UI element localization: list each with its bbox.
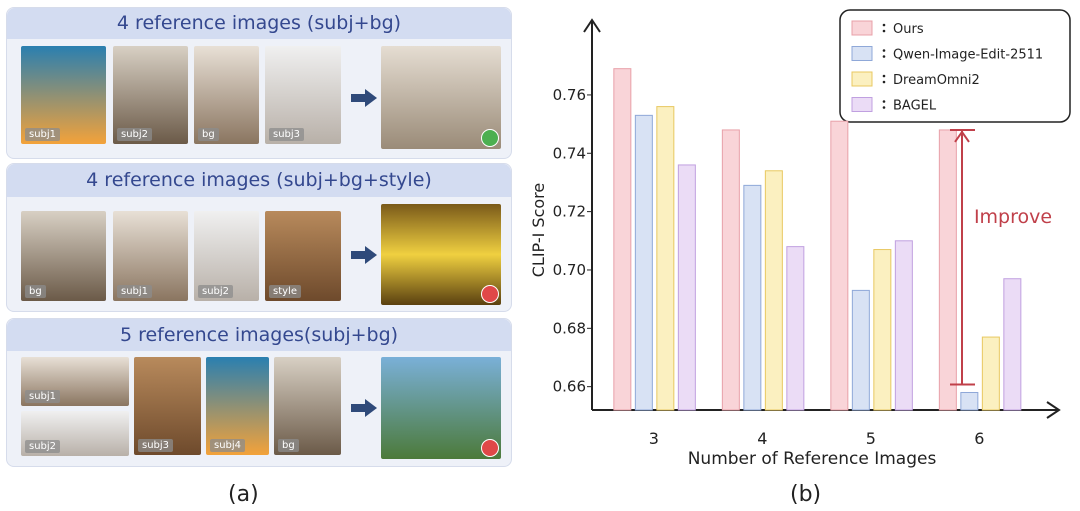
image-label: bg [278, 439, 299, 452]
y-tick-label: 0.76 [553, 86, 586, 104]
x-tick-label: 6 [974, 429, 984, 448]
x-tick-label: 5 [866, 429, 876, 448]
reference-image: subj4 [206, 357, 269, 455]
y-tick-label: 0.70 [553, 261, 586, 279]
legend-label: Ours [893, 22, 924, 37]
y-tick-label: 0.68 [553, 319, 586, 337]
legend-dot [882, 100, 886, 103]
status-icon [481, 439, 499, 457]
reference-image: subj2 [113, 46, 188, 144]
x-tick-label: 3 [649, 429, 659, 448]
status-icon [481, 285, 499, 303]
arrow [351, 404, 367, 412]
annotation: Improve [974, 206, 1052, 228]
y-tick-label: 0.74 [553, 144, 586, 162]
reference-image: style [265, 211, 341, 301]
legend-dot [882, 55, 886, 58]
legend-dot [882, 106, 886, 109]
status-icon [481, 129, 499, 147]
result-image [381, 46, 501, 149]
bar [613, 68, 632, 411]
legend-swatch [851, 97, 873, 112]
bar [894, 240, 913, 411]
legend-swatch [851, 71, 873, 87]
bar [830, 120, 849, 411]
axes [583, 18, 1061, 419]
bar [960, 391, 979, 411]
panel-label: (a) [228, 482, 259, 507]
reference-image: subj1 [113, 211, 188, 301]
image-label: bg [25, 285, 46, 298]
example-box: 4 reference images (subj+bg) subj1 subj2 bg… [6, 7, 512, 159]
bar [1003, 278, 1022, 411]
image-label: subj1 [25, 128, 61, 141]
example-title: 4 reference images (subj+bg) [7, 8, 511, 39]
reference-image: subj1 [21, 357, 129, 406]
image-label: subj4 [210, 439, 246, 452]
arrow [351, 93, 367, 102]
legend-dot [882, 49, 886, 52]
image-label: subj3 [269, 128, 305, 141]
legend-label: Qwen-Image-Edit-2511 [893, 48, 1043, 63]
bar [981, 336, 1000, 411]
bar [764, 170, 783, 411]
bar [786, 246, 805, 411]
bar [634, 114, 653, 411]
legend-dot [882, 29, 886, 33]
reference-image: subj2 [21, 411, 129, 456]
legend-dot [882, 74, 886, 78]
example-title: 5 reference images(subj+bg) [7, 319, 511, 351]
bar [938, 129, 957, 411]
example-box: 5 reference images(subj+bg) subj1 subj2 sub… [6, 318, 512, 467]
legend-swatch [851, 20, 873, 36]
y-tick-label: 0.66 [553, 378, 586, 396]
legend-box [839, 9, 1071, 123]
x-axis-label: Number of Reference Images [688, 449, 937, 469]
bar [873, 249, 892, 411]
reference-image: subj3 [134, 357, 201, 455]
image-label: bg [198, 128, 219, 141]
panel-label: (b) [790, 482, 822, 507]
example-title: 4 reference images (subj+bg+style) [7, 164, 511, 197]
image-label: style [269, 285, 301, 298]
bar [851, 289, 870, 411]
x-tick-label: 4 [757, 429, 767, 448]
legend-dot [882, 80, 886, 84]
reference-image: bg [194, 46, 259, 144]
arrow-head [365, 399, 377, 417]
arrow [351, 250, 367, 259]
result-image [381, 204, 501, 305]
example-box: 4 reference images (subj+bg+style) bg subj… [6, 163, 512, 312]
y-axis-label: CLIP-I Score [529, 183, 548, 278]
legend-dot [882, 23, 886, 27]
image-label: subj1 [25, 390, 61, 403]
image-label: subj1 [117, 285, 153, 298]
reference-image: subj2 [194, 211, 259, 301]
bar [677, 164, 696, 411]
bar [721, 129, 740, 411]
y-tick-label: 0.72 [553, 203, 586, 221]
arrow-head [365, 245, 377, 264]
arrow-head [365, 88, 377, 107]
legend-label: BAGEL [893, 99, 937, 114]
result-image [381, 357, 501, 459]
reference-image: subj3 [265, 46, 341, 144]
legend-swatch [851, 46, 873, 61]
reference-image: subj1 [21, 46, 106, 144]
legend-label: DreamOmni2 [893, 73, 980, 88]
bar [656, 106, 675, 411]
image-label: subj2 [117, 128, 153, 141]
improve-arrow [950, 128, 975, 386]
image-label: subj3 [138, 439, 174, 452]
image-label: subj2 [198, 285, 234, 298]
bar [743, 184, 762, 411]
image-label: subj2 [25, 440, 61, 453]
reference-image: bg [21, 211, 106, 301]
reference-image: bg [274, 357, 341, 455]
